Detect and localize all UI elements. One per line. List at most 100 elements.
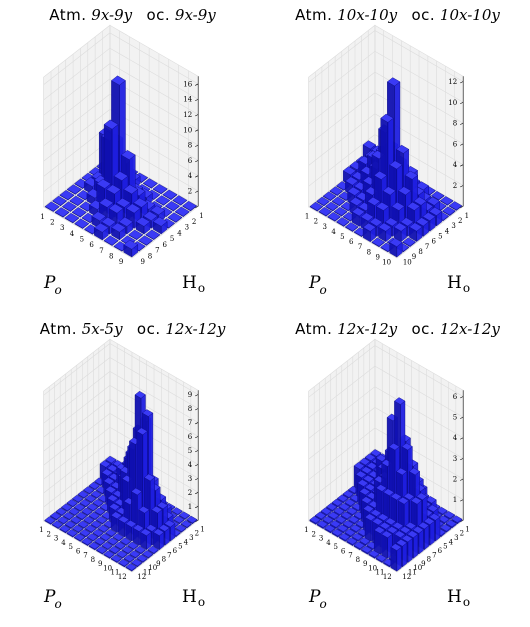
bar <box>327 212 341 222</box>
bar3d-chart-2: 0246810121234567891012345678910PoHo <box>305 24 470 297</box>
title-left-label: Atm. <box>295 6 333 24</box>
z-tick-label: 3 <box>188 475 192 483</box>
z-tick-label: 10 <box>448 99 457 107</box>
bar <box>101 541 113 551</box>
h-tick-label: 2 <box>192 218 196 226</box>
z-tick-mark <box>460 81 464 84</box>
bar <box>66 529 78 538</box>
z-tick-mark <box>195 175 199 178</box>
h-tick-label: 6 <box>173 547 178 555</box>
bar <box>393 222 407 243</box>
bar <box>88 511 100 521</box>
p-tick-label: 2 <box>314 218 318 226</box>
z-tick-mark <box>195 422 199 425</box>
chart-title-3: Atm. 5x-5y oc. 12x-12y <box>0 320 265 338</box>
h-tick-label: 8 <box>418 248 422 256</box>
p-tick-label: 5 <box>69 543 73 551</box>
title-left-label: Atm. <box>295 320 333 338</box>
h-tick-label: 3 <box>454 534 458 542</box>
bar <box>93 222 109 241</box>
bar <box>145 229 161 241</box>
p-tick-label: 5 <box>340 233 344 241</box>
z-tick-label: 1 <box>453 496 457 504</box>
bar <box>371 237 385 248</box>
h-tick-label: 8 <box>148 252 152 260</box>
h-tick-label: 3 <box>189 534 193 542</box>
z-tick-label: 2 <box>188 489 192 497</box>
title-right-math: 12x-12y <box>165 320 226 338</box>
bar <box>81 537 93 547</box>
title-left-math: 9x-9y <box>91 6 133 24</box>
p-tick-label: 12 <box>383 573 392 581</box>
h-tick-label: 2 <box>458 217 462 225</box>
z-tick-label: 10 <box>183 126 192 134</box>
p-tick-label: 8 <box>109 253 113 261</box>
p-tick-label: 4 <box>61 539 66 547</box>
title-left-math: 10x-10y <box>337 6 398 24</box>
bar <box>118 558 130 568</box>
title-left-label: Atm. <box>49 6 87 24</box>
h-axis-label: Ho <box>447 587 470 609</box>
z-tick-mark <box>460 396 464 399</box>
bar <box>337 494 349 504</box>
chart-panel-1: 0246810121416123456789123456789PoHo Atm.… <box>0 0 265 313</box>
bar <box>442 206 456 217</box>
bar <box>54 207 70 218</box>
z-tick-label: 5 <box>188 447 192 455</box>
z-tick-label: 14 <box>183 96 192 104</box>
bar3d-chart-1: 0246810121416123456789123456789PoHo <box>40 24 205 297</box>
p-axis-label: Po <box>43 587 62 611</box>
chart-panel-3: 0123456789123456789101112123456789101112… <box>0 314 265 627</box>
p-tick-label: 7 <box>348 552 352 560</box>
bar <box>186 515 198 525</box>
bar <box>108 546 121 555</box>
bar <box>103 235 119 247</box>
bar <box>322 191 337 202</box>
p-tick-label: 1 <box>305 213 309 221</box>
h-tick-label: 2 <box>460 530 464 538</box>
p-tick-label: 2 <box>46 530 50 538</box>
bar <box>336 217 350 227</box>
z-tick-mark <box>460 185 464 188</box>
bar <box>329 186 343 197</box>
bar <box>167 212 183 223</box>
bar <box>337 524 349 534</box>
bar <box>155 195 171 206</box>
bar <box>171 507 183 516</box>
bar <box>353 541 365 551</box>
title-right-label: oc. <box>136 320 161 338</box>
title-right-math: 10x-10y <box>439 6 500 24</box>
p-tick-label: 4 <box>326 539 331 547</box>
z-tick-mark <box>460 416 464 419</box>
bar <box>96 546 108 555</box>
bar <box>111 222 126 241</box>
bar <box>62 512 75 521</box>
p-tick-label: 6 <box>349 238 354 246</box>
title-left-math: 5x-5y <box>81 320 123 338</box>
bar <box>73 533 86 542</box>
bar <box>44 516 56 525</box>
bar <box>389 238 403 258</box>
bar <box>68 507 80 517</box>
bar <box>180 520 192 529</box>
bar <box>134 545 146 555</box>
bar <box>338 502 351 512</box>
p-tick-label: 3 <box>319 535 323 543</box>
chart-title-1: Atm. 9x-9y oc. 9x-9y <box>0 6 265 24</box>
bar <box>86 533 99 542</box>
bar <box>152 183 168 195</box>
h-tick-label: 11 <box>143 569 152 577</box>
z-tick-label: 6 <box>188 157 193 165</box>
z-tick-mark <box>195 506 199 509</box>
bar <box>162 189 178 201</box>
bar <box>431 191 445 201</box>
bar <box>83 516 95 525</box>
bar <box>147 545 159 555</box>
bar <box>92 529 104 538</box>
bar <box>309 201 324 212</box>
bar <box>114 541 126 551</box>
bar <box>61 503 73 513</box>
h-tick-label: 5 <box>438 233 442 241</box>
z-tick-mark <box>195 129 199 132</box>
z-tick-mark <box>195 394 199 397</box>
